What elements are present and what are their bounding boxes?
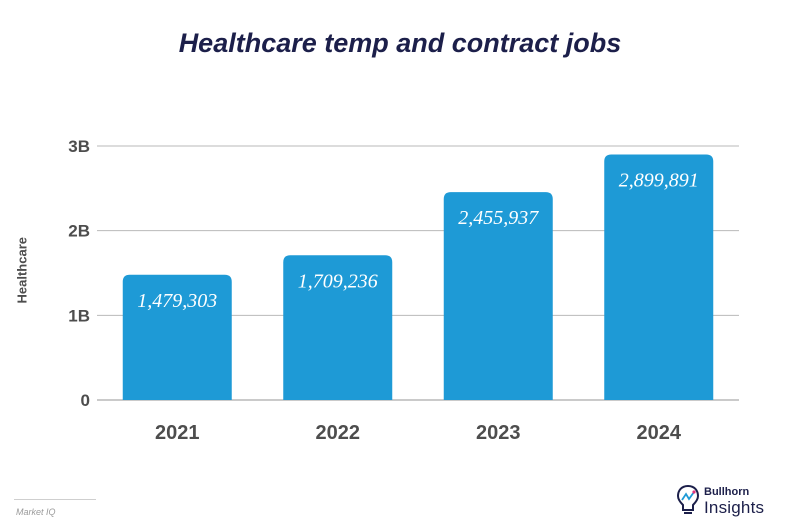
x-tick-labels: 2021 2022 2023 2024	[155, 422, 682, 444]
bar-2021	[122, 274, 232, 400]
chart-title: Healthcare temp and contract jobs	[178, 28, 622, 58]
data-label: 2,455,937	[458, 207, 539, 229]
source-note: Market IQ	[16, 507, 56, 517]
x-tick-label: 2021	[155, 422, 200, 444]
data-label: 2,899,891	[619, 169, 699, 191]
x-tick-label: 2023	[476, 422, 521, 444]
y-tick-label: 2B	[68, 222, 90, 241]
footer-divider	[14, 499, 96, 500]
bar-2024	[604, 154, 714, 400]
bar-2022	[283, 255, 393, 400]
bar-2023	[443, 192, 553, 400]
x-tick-label: 2024	[637, 422, 682, 444]
y-tick-label: 3B	[68, 137, 90, 156]
lightbulb-icon	[676, 484, 700, 514]
brand-name-top: Bullhorn	[704, 486, 750, 498]
data-labels: 1,479,303 1,709,236 2,455,937 2,899,891	[137, 169, 699, 311]
brand-name-bottom: Insights	[704, 498, 765, 517]
y-tick-label: 0	[81, 391, 90, 410]
data-label: 1,479,303	[137, 290, 217, 312]
x-tick-label: 2022	[316, 422, 361, 444]
y-tick-label: 1B	[68, 306, 90, 325]
data-label: 1,709,236	[298, 270, 378, 292]
bars	[122, 154, 714, 400]
bullhorn-insights-logo: Bullhorn Insights	[676, 484, 794, 524]
y-tick-labels: 0 1B 2B 3B	[68, 137, 90, 410]
